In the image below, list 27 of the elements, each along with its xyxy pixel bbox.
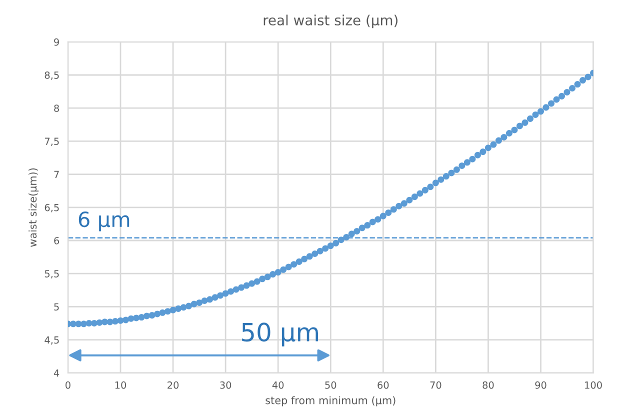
- y-tick-label: 4: [54, 370, 60, 377]
- y-tick-label: 4,5: [44, 336, 59, 345]
- y-tick-label: 5: [54, 303, 59, 311]
- x-tick-label: 20: [168, 381, 179, 389]
- x-tick-label: 0: [66, 381, 70, 389]
- x-tick-label: 40: [272, 381, 284, 389]
- x-tick-label: 50: [325, 381, 336, 389]
- y-tick-label: 6: [54, 236, 60, 244]
- y-tick-label: 6,5: [44, 204, 59, 212]
- x-tick-label: 30: [220, 381, 232, 389]
- y-tick-label: 5,5: [44, 270, 59, 278]
- x-tick-label: 100: [585, 381, 602, 389]
- x-tick-label: 80: [482, 381, 494, 389]
- x-tick-label: 90: [535, 381, 546, 389]
- ref-line-label: 6 µm: [78, 211, 130, 232]
- y-tick-label: 8,5: [44, 71, 59, 80]
- y-tick-label: 9: [54, 38, 59, 46]
- y-tick-label: 7: [54, 170, 59, 178]
- x-tick-label: 10: [115, 381, 126, 389]
- y-axis-title: waist size(µm)): [28, 168, 39, 247]
- chart-title: real waist size (µm): [264, 14, 398, 28]
- x-tick-label: 60: [378, 381, 389, 389]
- x-tick-label: 70: [430, 381, 442, 389]
- annotation: 50 µm: [242, 322, 318, 346]
- x-axis-title: step from minimum (µm): [266, 396, 396, 406]
- y-tick-label: 8: [54, 104, 59, 112]
- y-tick-label: 7,5: [44, 138, 59, 146]
